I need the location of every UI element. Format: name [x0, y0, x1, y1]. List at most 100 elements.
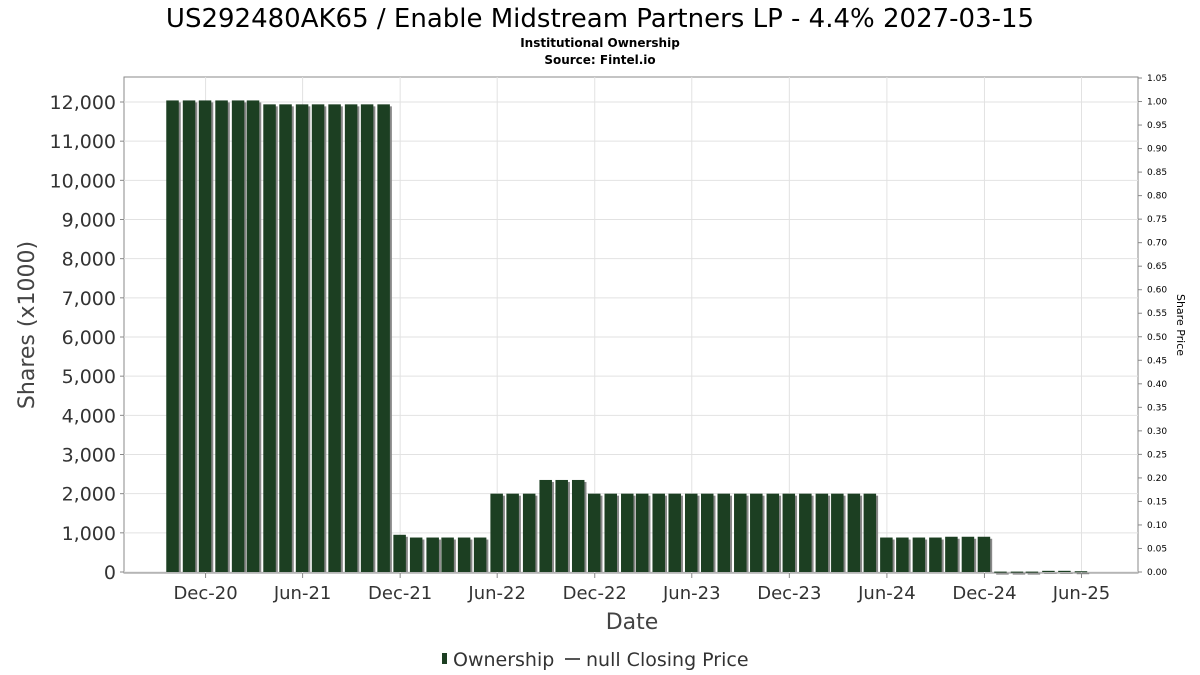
- ownership-bar: [166, 100, 179, 572]
- legend-ownership-swatch: [442, 653, 447, 664]
- ownership-bar: [1058, 570, 1071, 572]
- ownership-bar-shadow: [996, 573, 1009, 575]
- ownership-bar: [539, 479, 552, 572]
- chart-title: US292480AK65 / Enable Midstream Partners…: [166, 4, 1034, 34]
- ownership-bar: [912, 537, 926, 572]
- y-tick-label: 4,000: [62, 405, 116, 427]
- y2-tick-label: 0.70: [1147, 239, 1167, 249]
- ownership-bar: [457, 537, 471, 572]
- y2-axis-ticks: 0.00 0.05 0.10 0.15 0.20 0.25 0.30 0.35 0.40 0.45…: [1138, 74, 1167, 578]
- ownership-bar: [635, 493, 649, 572]
- x-tick-label: Dec-23: [757, 583, 821, 604]
- y-tick-label: 2,000: [62, 484, 116, 506]
- y2-tick-label: 0.55: [1147, 309, 1167, 319]
- y2-tick-label: 0.25: [1147, 450, 1167, 460]
- x-tick-label: Jun-22: [467, 583, 526, 604]
- ownership-bar: [945, 536, 958, 572]
- ownership-bar: [215, 100, 228, 572]
- x-axis-title: Date: [606, 610, 659, 635]
- y2-tick-label: 0.85: [1147, 168, 1167, 178]
- ownership-bar: [377, 104, 390, 572]
- y-tick-label: 3,000: [62, 445, 116, 467]
- ownership-bar: [571, 479, 585, 572]
- ownership-bar: [668, 493, 681, 572]
- ownership-bars: [166, 100, 1090, 575]
- ownership-bar: [977, 536, 991, 572]
- y-axis-title: Shares (x1000): [15, 241, 40, 409]
- y-tick-label: 0: [104, 562, 116, 584]
- y2-tick-label: 1.00: [1147, 98, 1167, 108]
- y-tick-label: 7,000: [62, 288, 116, 310]
- ownership-bar: [604, 493, 617, 572]
- y-tick-label: 10,000: [50, 170, 116, 192]
- ownership-bar: [929, 537, 942, 572]
- y2-tick-label: 1.05: [1147, 74, 1167, 84]
- y-tick-label: 8,000: [62, 249, 116, 271]
- y2-tick-label: 0.90: [1147, 145, 1167, 155]
- y2-tick-label: 0.45: [1147, 356, 1167, 366]
- x-tick-label: Dec-24: [952, 583, 1016, 604]
- ownership-bar: [473, 537, 487, 572]
- y-tick-label: 5,000: [62, 366, 116, 388]
- y2-tick-label: 0.75: [1147, 215, 1167, 225]
- y-tick-label: 12,000: [50, 92, 116, 114]
- y2-tick-label: 0.60: [1147, 286, 1167, 296]
- ownership-bar: [1074, 571, 1088, 573]
- y-tick-label: 9,000: [62, 210, 116, 232]
- legend: Ownership null Closing Price: [442, 649, 749, 671]
- x-tick-label: Jun-25: [1052, 583, 1111, 604]
- ownership-bar: [263, 104, 276, 572]
- x-axis-ticks: Dec-20 Jun-21 Dec-21 Jun-22 Dec-22 Jun-23 Dec-…: [173, 573, 1110, 604]
- ownership-bar-shadow: [1060, 572, 1073, 574]
- y2-tick-label: 0.00: [1147, 568, 1167, 578]
- ownership-bar: [750, 493, 763, 572]
- ownership-bar: [815, 493, 829, 572]
- ownership-bar: [587, 493, 601, 572]
- x-tick-label: Dec-20: [173, 583, 237, 604]
- y2-tick-label: 0.50: [1147, 333, 1167, 343]
- ownership-bar: [393, 534, 406, 572]
- ownership-bar: [231, 100, 245, 572]
- ownership-bar: [426, 537, 439, 572]
- ownership-bar: [799, 493, 812, 572]
- x-tick-label: Dec-21: [368, 583, 432, 604]
- y-tick-label: 1,000: [62, 523, 116, 545]
- y2-tick-label: 0.80: [1147, 192, 1167, 202]
- ownership-bar: [684, 493, 698, 572]
- ownership-bar: [880, 537, 893, 572]
- y2-axis-title: Share Price: [1174, 294, 1187, 356]
- ownership-bar: [409, 537, 423, 572]
- y2-tick-label: 0.95: [1147, 121, 1167, 131]
- ownership-bar: [1010, 571, 1024, 573]
- y-axis-ticks: 0 1,000 2,000 3,000 4,000 5,000 6,000 7,000 8,00…: [50, 92, 124, 584]
- ownership-bar: [831, 493, 844, 572]
- y2-tick-label: 0.30: [1147, 427, 1167, 437]
- ownership-bar: [1025, 571, 1039, 573]
- ownership-bar: [328, 104, 341, 572]
- y-tick-label: 6,000: [62, 327, 116, 349]
- ownership-bar: [700, 493, 714, 572]
- ownership-bar: [441, 537, 454, 572]
- y-tick-label: 11,000: [50, 131, 116, 153]
- ownership-bar: [360, 104, 374, 572]
- ownership-bar: [311, 104, 325, 572]
- x-tick-label: Jun-23: [662, 583, 721, 604]
- y2-tick-label: 0.65: [1147, 262, 1167, 272]
- ownership-bar: [344, 104, 358, 572]
- ownership-bar: [490, 493, 503, 572]
- ownership-bar: [1042, 570, 1055, 572]
- ownership-bar: [766, 493, 780, 572]
- ownership-bar: [961, 536, 975, 572]
- ownership-bar: [652, 493, 665, 572]
- y2-tick-label: 0.35: [1147, 403, 1167, 413]
- y2-tick-label: 0.05: [1147, 544, 1167, 554]
- ownership-bar: [847, 493, 861, 572]
- y2-tick-label: 0.10: [1147, 521, 1167, 531]
- ownership-bar: [522, 493, 536, 572]
- ownership-bar: [295, 104, 309, 572]
- ownership-bar: [717, 493, 731, 572]
- ownership-bar-shadow: [1076, 573, 1090, 575]
- legend-ownership-label: Ownership: [453, 649, 554, 671]
- x-tick-label: Jun-24: [857, 583, 916, 604]
